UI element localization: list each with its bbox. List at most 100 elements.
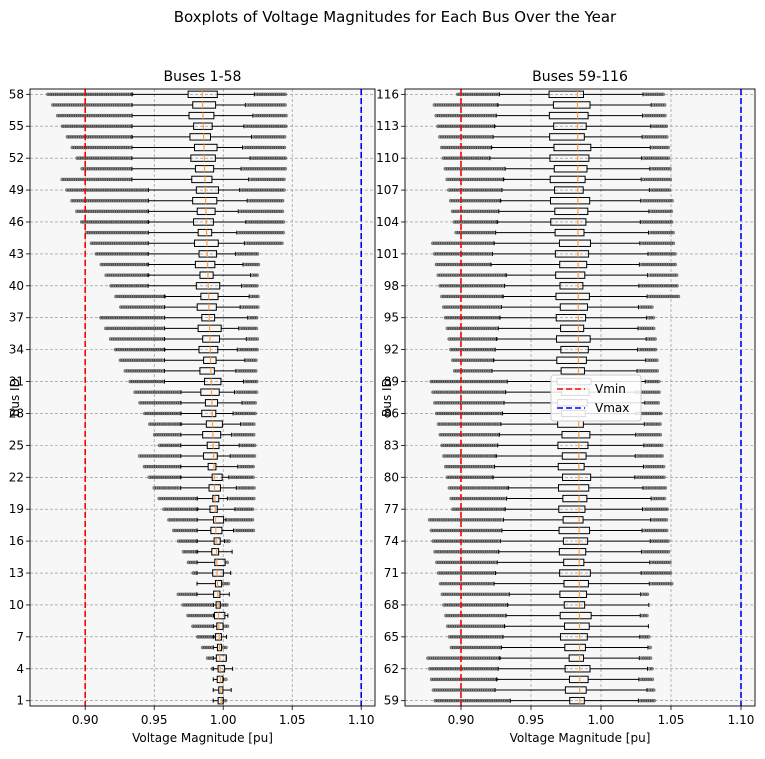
x-tick-label: 0.90 — [448, 713, 475, 727]
bus-37-boxplot — [99, 314, 259, 322]
plot-frame — [29, 88, 376, 707]
outlier-point — [664, 135, 669, 139]
box — [554, 228, 585, 237]
outlier-point — [650, 305, 654, 309]
outlier-point — [280, 198, 285, 203]
outlier-point — [209, 645, 214, 650]
outlier-point — [497, 305, 502, 309]
bus-86-boxplot — [434, 409, 663, 418]
box — [559, 569, 591, 577]
bus-84-boxplot — [438, 431, 663, 439]
bus-93-boxplot — [447, 335, 657, 343]
box — [212, 569, 224, 577]
bus-39-boxplot — [114, 292, 260, 301]
bus-3-boxplot — [212, 675, 228, 684]
box — [559, 590, 588, 599]
box — [196, 303, 217, 311]
bus-14-boxplot — [186, 558, 230, 567]
bus-48-boxplot — [70, 196, 285, 205]
bus-76-boxplot — [427, 516, 669, 524]
box — [554, 207, 589, 216]
box — [214, 579, 223, 588]
outlier-point — [252, 454, 257, 458]
y-tick-label: 77 — [384, 502, 399, 516]
box — [568, 654, 585, 662]
bus-113-boxplot — [436, 122, 669, 130]
box — [556, 335, 591, 343]
box — [549, 175, 586, 184]
bus-115-boxplot — [432, 101, 667, 109]
bus-60-boxplot — [431, 686, 656, 694]
bus-112-boxplot — [438, 133, 669, 141]
outlier-point — [224, 677, 228, 682]
outlier-point — [494, 326, 499, 331]
bus-53-boxplot — [70, 143, 287, 152]
y-tick-label: 52 — [9, 151, 24, 165]
bus-43-boxplot — [94, 250, 260, 258]
bus-8-boxplot — [191, 622, 230, 630]
x-tick-label: 1.00 — [210, 713, 237, 727]
bus-40-boxplot — [109, 282, 259, 290]
outlier-point — [665, 507, 669, 511]
box — [548, 111, 589, 120]
outlier-point — [655, 358, 659, 363]
box — [194, 260, 216, 269]
outlier-point — [492, 113, 497, 118]
outlier-point — [255, 284, 259, 288]
outlier-point — [662, 103, 667, 107]
bus-49-boxplot — [65, 186, 286, 194]
y-tick-label: 65 — [384, 630, 399, 644]
y-tick-label: 113 — [376, 119, 399, 133]
box — [562, 473, 592, 481]
y-tick-label: 110 — [376, 151, 399, 165]
y-tick-label: 1 — [16, 694, 24, 708]
y-tick-label: 16 — [9, 534, 24, 548]
bus-69-boxplot — [440, 590, 650, 599]
outlier-point — [128, 103, 132, 107]
outlier-point — [499, 635, 503, 639]
outlier-point — [282, 145, 287, 150]
box — [194, 143, 218, 152]
legend-label-vmax: Vmax — [595, 401, 629, 415]
outlier-point — [253, 369, 258, 373]
outlier-point — [646, 635, 651, 639]
bus-72-boxplot — [435, 558, 672, 567]
outlier-point — [673, 262, 678, 267]
bus-66-boxplot — [445, 622, 649, 630]
bus-22-boxplot — [147, 473, 255, 481]
bus-26-boxplot — [152, 431, 256, 439]
outlier-point — [650, 666, 654, 671]
bus-57-boxplot — [50, 101, 287, 109]
panel-title: Buses 59-116 — [532, 69, 628, 85]
bus-67-boxplot — [444, 611, 649, 620]
bus-9-boxplot — [186, 611, 229, 620]
box — [564, 665, 591, 673]
bus-35-boxplot — [108, 335, 260, 343]
y-tick-label: 80 — [384, 470, 399, 484]
box — [200, 388, 220, 396]
bus-90-boxplot — [452, 367, 660, 375]
box — [202, 335, 220, 343]
y-tick-label: 43 — [9, 247, 24, 261]
bus-103-boxplot — [454, 228, 675, 237]
bus-75-boxplot — [429, 526, 669, 535]
bus-61-boxplot — [429, 675, 655, 684]
box — [554, 250, 590, 258]
outlier-point — [648, 645, 653, 650]
y-tick-label: 40 — [9, 279, 24, 293]
box — [564, 686, 587, 694]
x-tick-label: 1.00 — [588, 713, 615, 727]
outlier-point — [283, 103, 287, 107]
box — [190, 154, 216, 162]
bus-11-boxplot — [176, 590, 230, 599]
outlier-point — [659, 411, 663, 416]
box — [549, 196, 591, 205]
outlier-point — [280, 209, 285, 214]
bus-45-boxplot — [84, 228, 286, 237]
bus-24-boxplot — [137, 452, 257, 460]
outlier-point — [280, 241, 284, 246]
x-tick-label: 1.10 — [728, 713, 755, 727]
y-tick-label: 95 — [384, 311, 399, 325]
outlier-point — [489, 135, 494, 139]
outlier-point — [669, 581, 674, 586]
